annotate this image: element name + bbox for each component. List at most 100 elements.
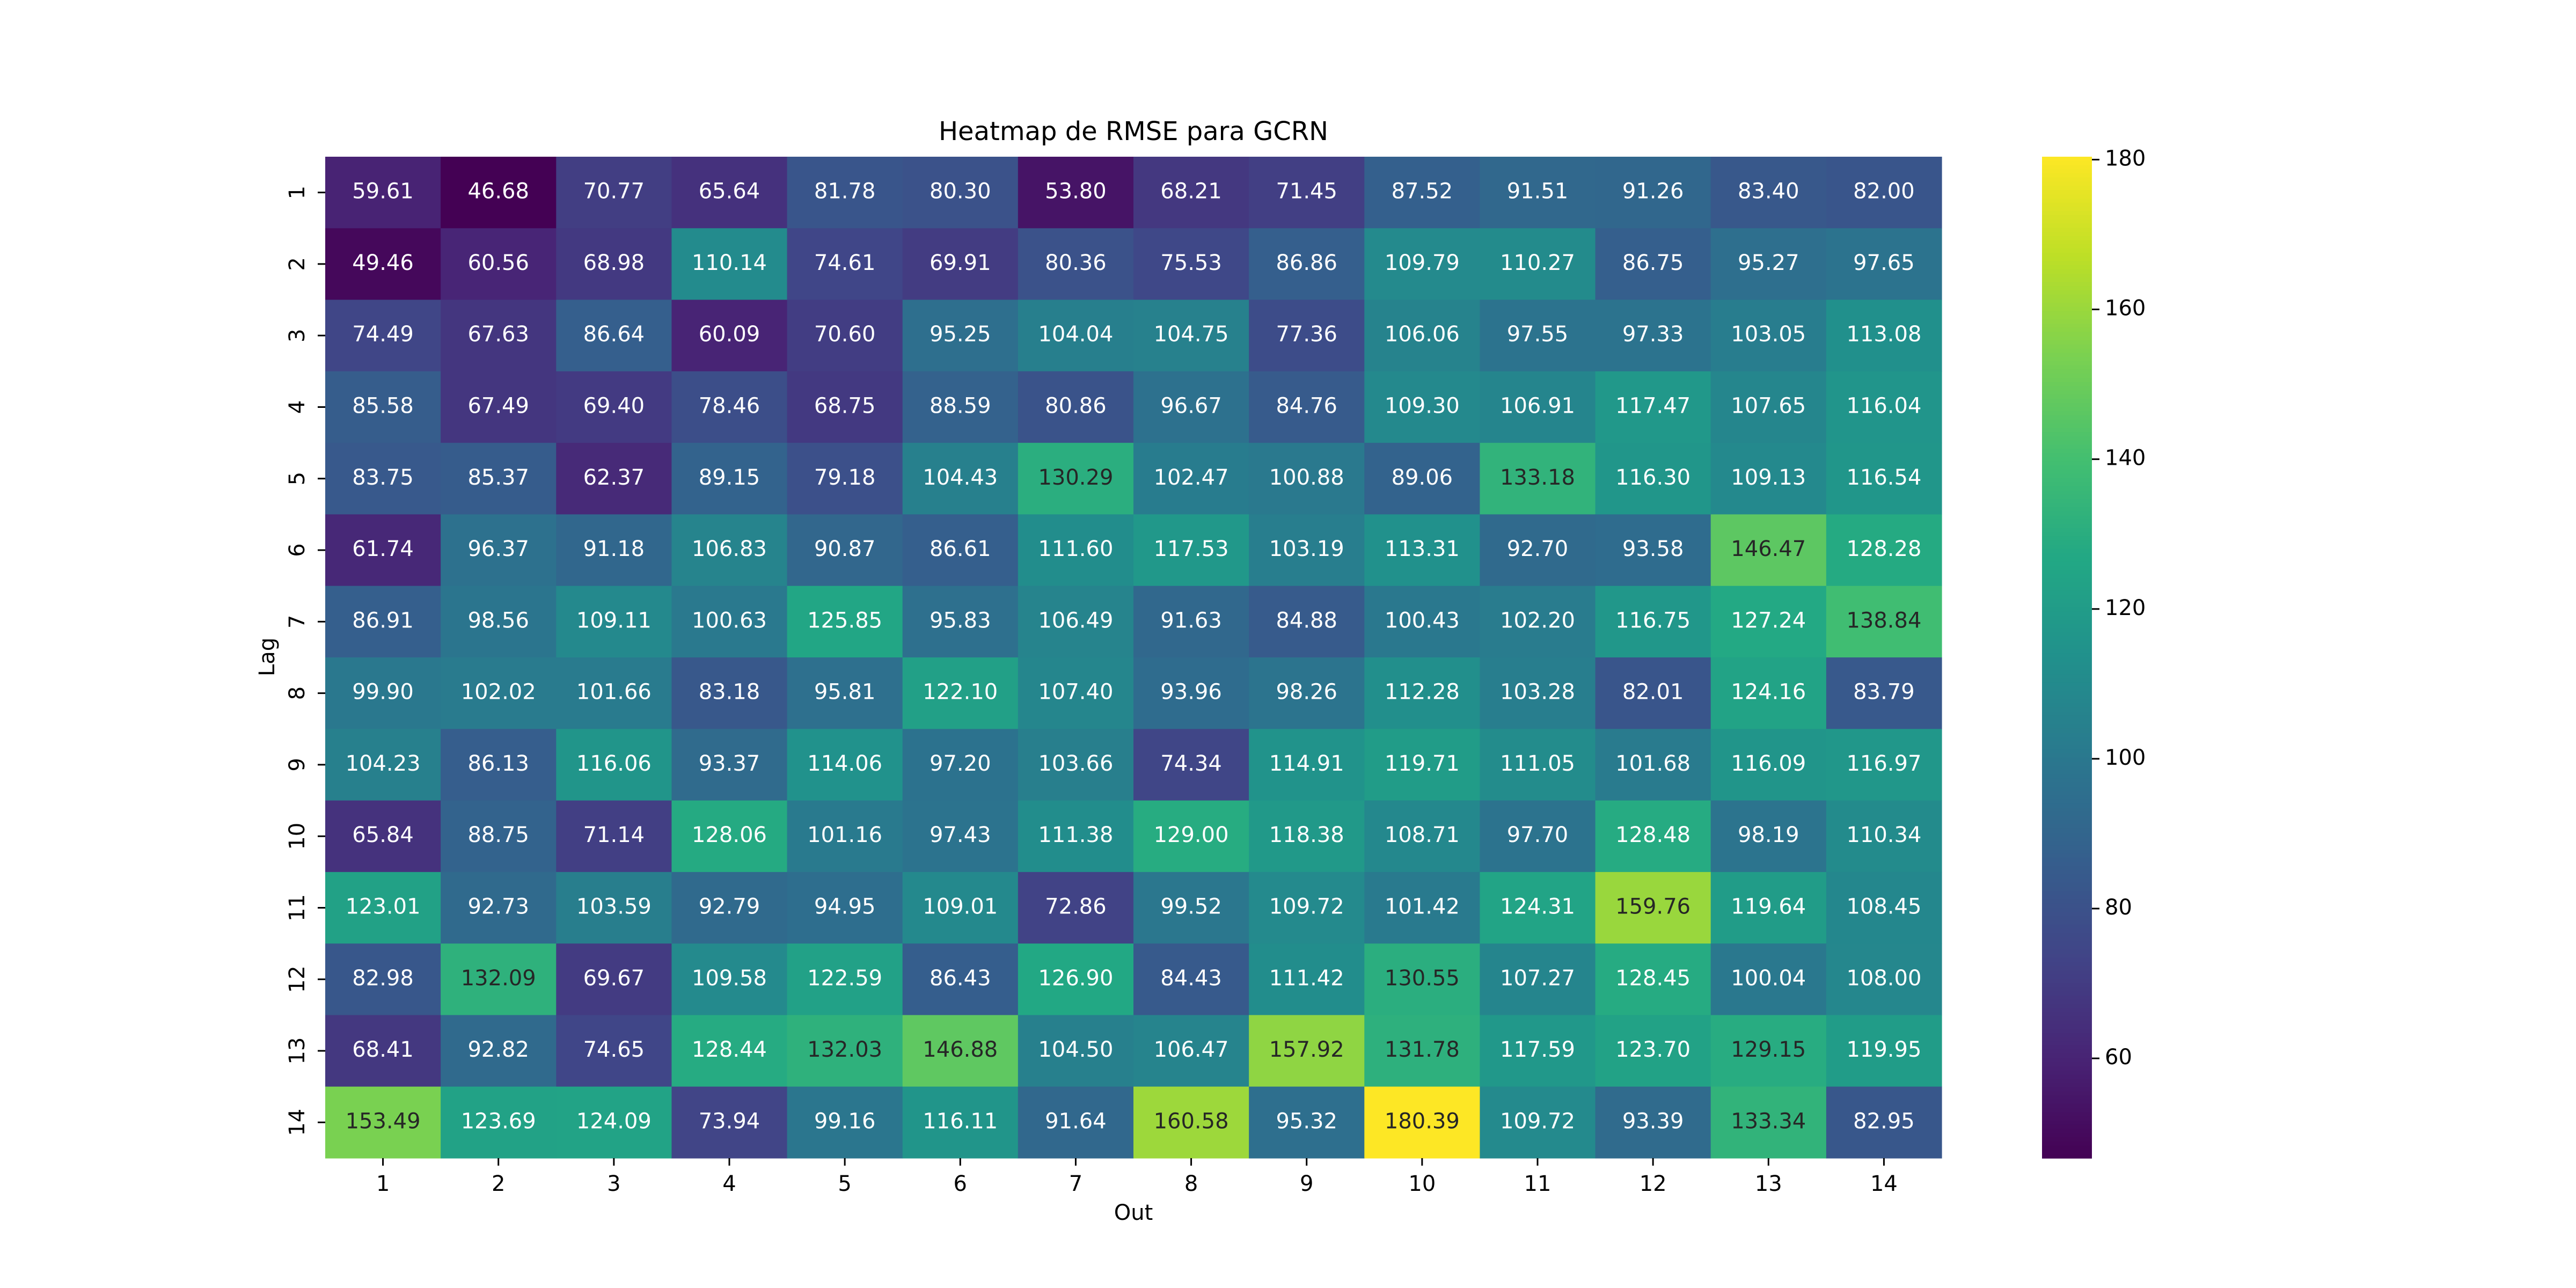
colorbar-segment <box>2042 369 2092 375</box>
x-tick-label-9: 9 <box>1300 1172 1313 1196</box>
cell-value-r14-c9: 95.32 <box>1276 1109 1337 1133</box>
heatmap-cell-r10-c2 <box>441 800 557 873</box>
heatmap-cell-r10-c14 <box>1826 800 1942 873</box>
colorbar-segment <box>2042 499 2092 504</box>
heatmap-cell-r12-c4 <box>671 943 788 1016</box>
cell-value-r2-c7: 80.36 <box>1045 251 1107 275</box>
cell-value-r10-c14: 110.34 <box>1846 823 1921 847</box>
cell-value-r2-c14: 97.65 <box>1853 251 1915 275</box>
x-tick-label-12: 12 <box>1640 1172 1667 1196</box>
heatmap-cell-r11-c14 <box>1826 872 1942 944</box>
heatmap-cell-r13-c12 <box>1595 1015 1711 1087</box>
colorbar-segment <box>2042 936 2092 942</box>
cell-value-r10-c6: 97.43 <box>930 823 991 847</box>
heatmap-cell-r14-c8 <box>1133 1086 1249 1159</box>
cell-value-r5-c10: 89.06 <box>1392 465 1453 490</box>
heatmap-cell-r2-c10 <box>1364 228 1481 301</box>
cell-value-r11-c1: 123.01 <box>346 895 421 919</box>
cell-value-r11-c12: 159.76 <box>1615 895 1690 919</box>
colorbar-segment <box>2042 311 2092 316</box>
heatmap-cell-r8-c3 <box>556 657 672 729</box>
x-tick-label-13: 13 <box>1755 1172 1782 1196</box>
colorbar-segment <box>2042 169 2092 174</box>
cell-value-r14-c4: 73.94 <box>699 1109 760 1133</box>
colorbar-segment <box>2042 741 2092 746</box>
x-tick-label-11: 11 <box>1524 1172 1552 1196</box>
cell-value-r10-c12: 128.48 <box>1615 823 1690 847</box>
heatmap-cell-r1-c3 <box>556 157 672 229</box>
heatmap-cell-r8-c13 <box>1710 657 1827 729</box>
cell-value-r12-c9: 111.42 <box>1269 966 1344 991</box>
cell-value-r1-c9: 71.45 <box>1276 179 1337 204</box>
heatmap-cell-r5-c3 <box>556 443 672 515</box>
colorbar-segment <box>2042 211 2092 216</box>
cell-value-r12-c5: 122.59 <box>807 966 882 991</box>
colorbar-segment <box>2042 920 2092 925</box>
colorbar-segment <box>2042 599 2092 604</box>
heatmap-cell-r7-c8 <box>1133 586 1249 658</box>
heatmap-cell-r2-c13 <box>1710 228 1827 301</box>
colorbar-segment <box>2042 899 2092 904</box>
heatmap-cell-r8-c12 <box>1595 657 1711 729</box>
colorbar-segment <box>2042 378 2092 383</box>
colorbar-segment <box>2042 882 2092 888</box>
colorbar-segment <box>2042 1020 2092 1026</box>
colorbar-segment <box>2042 887 2092 892</box>
colorbar-segment <box>2042 995 2092 1000</box>
heatmap-cell-r14-c11 <box>1480 1086 1596 1159</box>
colorbar-segment <box>2042 357 2092 362</box>
colorbar-segment <box>2042 715 2092 721</box>
cell-value-r2-c3: 68.98 <box>583 251 645 275</box>
cell-value-r8-c1: 99.90 <box>352 680 414 705</box>
cell-value-r6-c3: 91.18 <box>583 537 645 561</box>
x-tick-label-4: 4 <box>722 1172 736 1196</box>
cell-value-r8-c9: 98.26 <box>1276 680 1337 705</box>
heatmap-cell-r1-c7 <box>1018 157 1134 229</box>
colorbar-segment <box>2042 223 2092 228</box>
colorbar-segment <box>2042 374 2092 378</box>
colorbar-segment <box>2042 962 2092 967</box>
heatmap-cell-r11-c9 <box>1249 872 1365 944</box>
heatmap-cell-r7-c11 <box>1480 586 1596 658</box>
heatmap-cell-r7-c9 <box>1249 586 1365 658</box>
heatmap-cell-r3-c10 <box>1364 299 1481 372</box>
heatmap-cell-r5-c13 <box>1710 443 1827 515</box>
cell-value-r3-c1: 74.49 <box>352 322 414 347</box>
colorbar-segment <box>2042 1074 2092 1080</box>
heatmap-cell-r14-c14 <box>1826 1086 1942 1159</box>
heatmap-cell-r5-c6 <box>902 443 1019 515</box>
colorbar-segment <box>2042 586 2092 591</box>
heatmap-cell-r12-c3 <box>556 943 672 1016</box>
heatmap-cell-r1-c4 <box>671 157 788 229</box>
colorbar-segment <box>2042 665 2092 671</box>
heatmap-cell-r2-c11 <box>1480 228 1596 301</box>
colorbar-segment <box>2042 181 2092 187</box>
heatmap-cell-r4-c12 <box>1595 371 1711 443</box>
colorbar-segment <box>2042 486 2092 491</box>
cell-value-r1-c6: 80.30 <box>930 179 991 204</box>
cell-value-r12-c13: 100.04 <box>1731 966 1806 991</box>
heatmap-cell-r1-c6 <box>902 157 1019 229</box>
colorbar-segment <box>2042 795 2092 800</box>
colorbar <box>2042 157 2092 1159</box>
colorbar-segment <box>2042 1116 2092 1121</box>
heatmap-cell-r11-c12 <box>1595 872 1711 944</box>
x-tick-label-3: 3 <box>607 1172 620 1196</box>
cell-value-r4-c10: 109.30 <box>1385 394 1460 419</box>
cell-value-r8-c2: 102.02 <box>461 680 536 705</box>
heatmap-cell-r3-c5 <box>787 299 903 372</box>
heatmap-cell-r7-c13 <box>1710 586 1827 658</box>
colorbar-segment <box>2042 1087 2092 1092</box>
cell-value-r14-c14: 82.95 <box>1853 1109 1915 1133</box>
colorbar-segment <box>2042 803 2092 808</box>
heatmap-cell-r6-c13 <box>1710 514 1827 587</box>
colorbar-segment <box>2042 344 2092 349</box>
heatmap-cell-r14-c2 <box>441 1086 557 1159</box>
y-tick-label-6: 6 <box>285 543 310 557</box>
colorbar-segment <box>2042 324 2092 328</box>
y-tick-label-11: 11 <box>285 894 310 921</box>
colorbar-segment <box>2042 202 2092 208</box>
heatmap-cell-r2-c9 <box>1249 228 1365 301</box>
x-axis-ticks: 1 2 3 4 5 6 7 8 9 10 11 12 13 14 <box>376 1158 1898 1196</box>
cell-value-r8-c11: 103.28 <box>1500 680 1575 705</box>
